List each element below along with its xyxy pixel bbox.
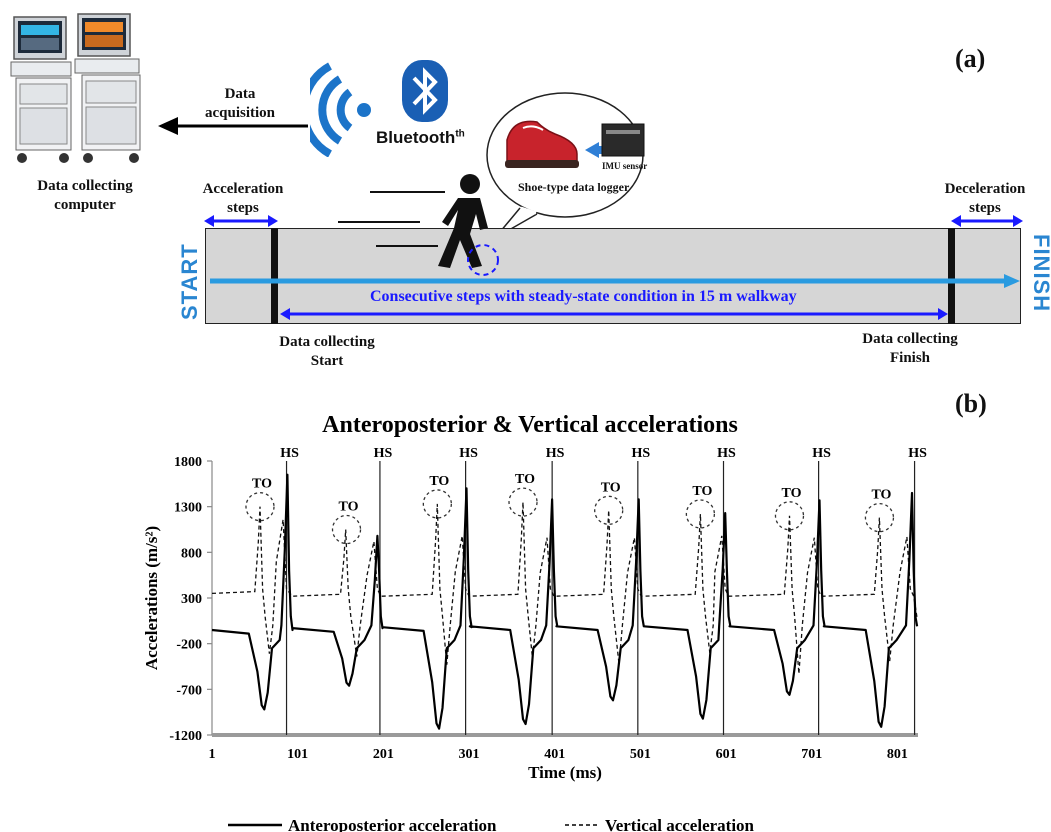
data-acquisition-arrow	[158, 117, 308, 135]
consecutive-steps-arrow	[280, 308, 948, 320]
heel-strike-label: HS	[631, 446, 650, 461]
heel-strike-label: HS	[374, 446, 393, 461]
x-tick-label: 501	[630, 747, 651, 762]
x-tick-label: 201	[373, 747, 394, 762]
toe-off-circle	[508, 487, 538, 517]
x-tick-label: 801	[887, 747, 908, 762]
toe-off-label: TO	[339, 500, 359, 515]
y-tick-label: -200	[176, 638, 202, 653]
x-tick-label: 401	[544, 747, 565, 762]
y-tick-label: 1300	[174, 501, 202, 516]
toe-off-circle	[331, 514, 362, 545]
collect-finish-label: Data collecting Finish	[862, 331, 958, 366]
y-tick-label: -700	[176, 683, 202, 698]
panel-a-label: (a)	[955, 44, 986, 73]
plot-area: 1800 1300 800 300 -200 -700 -1200 1 101 201 301 401…	[169, 446, 927, 762]
acceleration-steps-arrow	[204, 215, 278, 227]
computer-cart-left	[10, 16, 72, 163]
collect-finish-bar	[948, 228, 955, 324]
toe-off-label: TO	[515, 472, 535, 487]
toe-off-label: TO	[429, 474, 449, 489]
toe-off-label: TO	[692, 484, 712, 499]
shoe-logger-bubble	[486, 92, 645, 239]
bluetooth-label: Bluetoothth	[376, 128, 465, 148]
walkway	[205, 228, 1021, 324]
series-line-anteroposterior	[211, 473, 919, 730]
panel-b-label: (b)	[955, 389, 987, 418]
deceleration-steps-arrow	[951, 215, 1023, 227]
y-tick-label: 300	[181, 592, 202, 607]
shoe-icon	[505, 120, 579, 168]
bluetooth-icon	[402, 60, 448, 122]
shoe-logger-label: Shoe-type data logger	[518, 180, 630, 194]
toe-off-circle	[245, 492, 275, 522]
walker-icon	[338, 174, 499, 276]
legend: Anteroposterior acceleration Vertical ac…	[228, 816, 755, 832]
computer-cart-right	[74, 13, 141, 163]
collect-start-label: Data collecting Start	[279, 334, 375, 369]
series-line-vertical	[211, 502, 918, 674]
toe-off-label: TO	[252, 477, 272, 492]
heel-strike-label: HS	[546, 446, 565, 461]
bluetooth-sup: th	[455, 128, 465, 140]
x-tick-label: 101	[287, 747, 308, 762]
y-axis-label: Accelerations (m/s²)	[142, 526, 161, 670]
toe-off-label: TO	[781, 486, 801, 501]
walk-direction-arrow	[210, 274, 1020, 288]
heel-strike-label: HS	[812, 446, 831, 461]
finish-label: FINISH	[1029, 234, 1051, 313]
x-tick-label: 701	[801, 747, 822, 762]
imu-sensor-icon	[601, 123, 645, 157]
x-tick-label: 301	[459, 747, 480, 762]
heel-strike-label: HS	[717, 446, 736, 461]
x-tick-label: 1	[209, 747, 216, 762]
collect-start-bar	[271, 228, 278, 324]
legend-entry-anteroposterior: Anteroposterior acceleration	[288, 816, 497, 832]
toe-off-circle	[594, 495, 624, 525]
heel-strike-label: HS	[908, 446, 927, 461]
computer-icon	[10, 13, 141, 163]
y-tick-label: 800	[181, 546, 202, 561]
acceleration-steps-label: Acceleration steps	[202, 181, 284, 216]
heel-strike-label: HS	[459, 446, 478, 461]
legend-entry-vertical: Vertical acceleration	[605, 816, 755, 832]
start-label: START	[177, 243, 202, 320]
y-tick-label: -1200	[169, 729, 202, 744]
y-tick-label: 1800	[174, 455, 202, 470]
wifi-icon	[310, 62, 371, 157]
imu-sensor-label: IMU sensor	[602, 161, 648, 171]
acceleration-chart: Anteroposterior & Vertical accelerations…	[142, 412, 927, 832]
consecutive-steps-label: Consecutive steps with steady-state cond…	[370, 288, 797, 305]
data-acquisition-label: Data acquisition	[204, 86, 276, 121]
x-tick-label: 601	[716, 747, 737, 762]
toe-off-circle	[422, 489, 452, 519]
deceleration-steps-label: Deceleration steps	[944, 181, 1026, 216]
x-axis-label: Time (ms)	[528, 763, 602, 782]
toe-off-label: TO	[601, 480, 621, 495]
heel-strike-label: HS	[280, 446, 299, 461]
bluetooth-text: Bluetooth	[376, 128, 456, 147]
toe-off-label: TO	[871, 488, 891, 503]
chart-title: Anteroposterior & Vertical accelerations	[322, 412, 738, 438]
computer-label: Data collecting computer	[37, 178, 133, 213]
